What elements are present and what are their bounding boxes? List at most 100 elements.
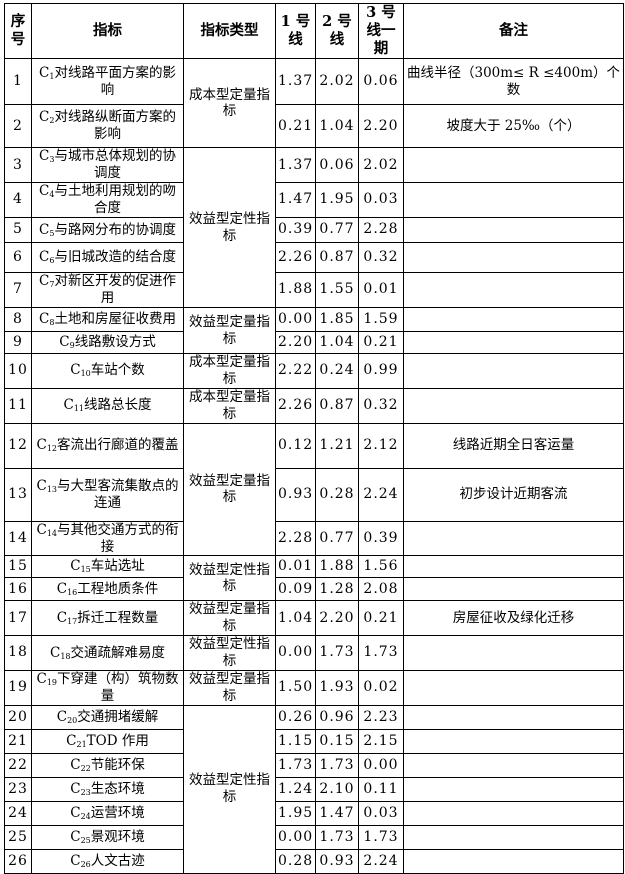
note — [403, 147, 624, 184]
note: 线路近期全日客运量 — [403, 422, 624, 469]
table-row: 15 C15车站选址 效益型定性指标 0.01 1.88 1.56 — [4, 555, 624, 602]
indicator-type: 效益型定量指标 — [183, 600, 276, 637]
row-number: 22 — [4, 752, 32, 778]
indicator-text: TOD 作用 — [86, 732, 149, 749]
line3-value: 0.01 — [358, 272, 404, 308]
line3-value: 1.59 — [358, 307, 404, 332]
indicator-text: 与大型客流集散点的连通 — [57, 477, 179, 511]
indicator-subscript: 7 — [49, 280, 55, 290]
indicator-subscript: 10 — [80, 369, 91, 379]
table-row: 11 C11线路总长度 成本型定量指标 2.26 0.87 0.32 — [4, 387, 624, 424]
line2-value: 1.28 — [315, 577, 359, 602]
indicator-type: 成本型定量指标 — [183, 387, 276, 424]
line1-value: 0.01 — [275, 555, 316, 579]
indicator-subscript: 19 — [46, 677, 58, 687]
table-row: 20 C20交通拥堵缓解 效益型定性指标 0.26 0.96 2.23 — [4, 704, 624, 874]
line1-value: 0.39 — [275, 217, 316, 244]
table-row: 5 C5与路网分布的协调度 0.39 0.77 2.28 — [4, 217, 624, 244]
line2-value: 1.95 — [315, 182, 359, 219]
line2-value: 0.24 — [315, 353, 359, 389]
note — [403, 555, 624, 579]
indicator-subscript: 22 — [80, 763, 91, 773]
header-type: 指标类型 — [183, 2, 276, 60]
line2-value: 1.85 — [315, 307, 359, 332]
line3-value: 0.02 — [358, 669, 404, 706]
indicator-type: 效益型定量指标 — [183, 307, 276, 354]
indicator-name: C4与土地利用规划的吻合度 — [31, 182, 184, 219]
table-row: 21 C21TOD 作用 1.15 0.15 2.15 — [4, 728, 624, 754]
line3-value: 1.73 — [358, 635, 404, 671]
indicator-subscript: 1 — [49, 71, 55, 81]
line3-value: 0.03 — [358, 182, 404, 219]
table-row: 2 C2对线路纵断面方案的影响 0.21 1.04 2.20 坡度大于 25‰（个） — [4, 104, 624, 149]
line3-value: 1.73 — [358, 824, 404, 850]
indicator-text: 与城市总体规划的协调度 — [54, 148, 176, 182]
row-number: 19 — [4, 669, 32, 706]
line1-value: 0.00 — [275, 307, 316, 332]
table-row: 6 C6与旧城改造的结合度 2.26 0.87 0.32 — [4, 242, 624, 274]
row-number: 21 — [4, 728, 32, 754]
indicator-text: 人文古迹 — [90, 852, 145, 869]
line2-value: 0.96 — [315, 704, 359, 730]
row-number: 4 — [4, 182, 32, 219]
line2-value: 1.73 — [315, 635, 359, 671]
note — [403, 272, 624, 308]
line1-value: 1.04 — [275, 600, 316, 637]
indicator-subscript: 9 — [69, 341, 75, 350]
header-no: 序号 — [4, 2, 32, 60]
note — [403, 776, 624, 802]
line1-value: 2.22 — [275, 353, 316, 389]
line2-value: 0.06 — [315, 147, 359, 184]
row-number: 11 — [4, 387, 32, 424]
indicator-text: 运营环境 — [90, 804, 145, 821]
indicator-type: 成本型定量指标 — [183, 58, 276, 149]
line3-value: 2.20 — [358, 104, 404, 149]
indicator-type: 效益型定性指标 — [183, 635, 276, 671]
line1-value: 0.09 — [275, 577, 316, 602]
note: 曲线半径（300m≤ R ≤400m）个数 — [403, 58, 624, 106]
line3-value: 0.32 — [358, 242, 404, 274]
row-number: 1 — [4, 58, 32, 106]
indicator-name: C13与大型客流集散点的连通 — [31, 467, 184, 522]
table-row: 17 C17拆迁工程数量 效益型定量指标 1.04 2.20 0.21 房屋征收及绿化迁移 — [4, 600, 624, 637]
header-line1: 1 号线 — [275, 2, 316, 60]
line1-value: 1.24 — [275, 776, 316, 802]
line3-value: 2.23 — [358, 704, 404, 730]
table-row: 23 C23生态环境 1.24 2.10 0.11 — [4, 776, 624, 802]
line3-value: 0.21 — [358, 331, 404, 354]
indicator-text: 对线路平面方案的影响 — [54, 64, 176, 98]
line2-value: 1.93 — [315, 669, 359, 706]
line3-value: 2.12 — [358, 422, 404, 469]
line2-value: 1.55 — [315, 272, 359, 308]
indicator-name: C9线路敷设方式 — [31, 331, 184, 354]
row-number: 17 — [4, 600, 32, 637]
indicator-name: C24运营环境 — [31, 800, 184, 826]
row-number: 14 — [4, 520, 32, 557]
line2-value: 1.88 — [315, 555, 359, 579]
indicator-text: 与路网分布的协调度 — [54, 221, 176, 238]
line1-value: 1.73 — [275, 752, 316, 778]
line2-value: 0.93 — [315, 848, 359, 874]
header-line2: 2 号线 — [315, 2, 359, 60]
note — [403, 217, 624, 244]
line1-value: 0.28 — [275, 848, 316, 874]
indicator-name: C19下穿建（构）筑物数量 — [31, 669, 184, 706]
table-row: 7 C7对新区开发的促进作用 1.88 1.55 0.01 — [4, 272, 624, 308]
indicator-name: C20交通拥堵缓解 — [31, 704, 184, 730]
line1-value: 2.28 — [275, 520, 316, 557]
table-row: 26 C26人文古迹 0.28 0.93 2.24 — [4, 848, 624, 874]
row-number: 26 — [4, 848, 32, 874]
indicator-text: 车站个数 — [90, 362, 145, 379]
table-row: 10 C10车站个数 成本型定量指标 2.22 0.24 0.99 — [4, 353, 624, 389]
note — [403, 824, 624, 850]
line2-value: 2.02 — [315, 58, 359, 106]
indicator-text: 与其他交通方式的衔接 — [57, 521, 179, 555]
indicator-text: 拆迁工程数量 — [77, 609, 159, 626]
line1-value: 0.26 — [275, 704, 316, 730]
indicator-text: 交通疏解难易度 — [70, 644, 166, 661]
line2-value: 0.77 — [315, 217, 359, 244]
indicator-subscript: 12 — [46, 444, 58, 453]
indicator-subscript: 21 — [76, 739, 87, 749]
table-row: 1 C1对线路平面方案的影响 成本型定量指标 1.37 2.02 0.06 曲线半径（300… — [4, 58, 624, 149]
table-row: 24 C24运营环境 1.95 1.47 0.03 — [4, 800, 624, 826]
